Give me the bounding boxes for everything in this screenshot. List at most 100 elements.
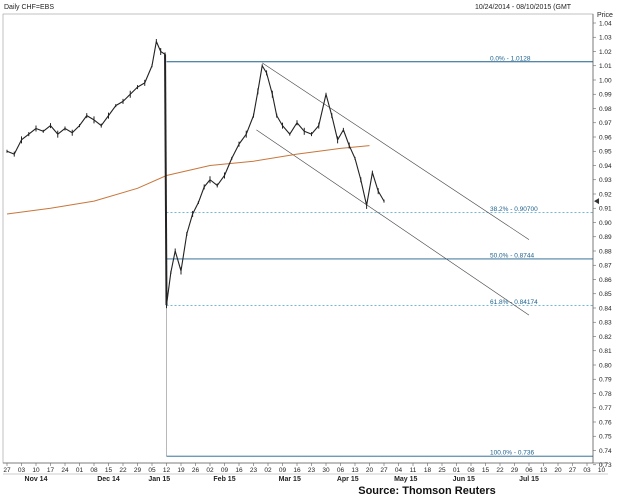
x-tick-label: 15 bbox=[482, 467, 490, 474]
y-tick-label: 1.01 bbox=[599, 63, 612, 70]
fibonacci-label: 38.2% - 0.90700 bbox=[490, 206, 538, 213]
price-segment bbox=[197, 186, 205, 203]
y-tick-label: 0.97 bbox=[599, 120, 612, 127]
y-tick-label: 0.93 bbox=[599, 177, 612, 184]
x-tick-label: 20 bbox=[366, 467, 374, 474]
price-segment bbox=[261, 65, 268, 74]
price-segment bbox=[21, 133, 30, 141]
x-tick-label: 13 bbox=[351, 467, 359, 474]
price-segment bbox=[360, 179, 368, 206]
price-segment bbox=[137, 82, 146, 88]
price-segment bbox=[223, 158, 233, 176]
x-tick-label: 22 bbox=[119, 467, 127, 474]
x-tick-label: 23 bbox=[250, 467, 258, 474]
x-tick-label: 04 bbox=[395, 467, 403, 474]
y-tick-label: 0.95 bbox=[599, 149, 612, 156]
price-segment bbox=[160, 51, 166, 55]
price-segment bbox=[377, 190, 385, 202]
price-segment bbox=[245, 115, 255, 135]
y-tick-label: 0.75 bbox=[599, 434, 612, 441]
source-credit: Source: Thomson Reuters bbox=[358, 485, 496, 497]
plot-frame bbox=[2, 13, 594, 464]
x-tick-label: 06 bbox=[337, 467, 345, 474]
y-tick-label: 0.73 bbox=[599, 462, 612, 469]
y-tick-label: 0.82 bbox=[599, 334, 612, 341]
price-segment bbox=[276, 115, 283, 126]
price-segment bbox=[238, 133, 247, 145]
price-segment bbox=[6, 150, 15, 155]
x-tick-label: 16 bbox=[235, 467, 243, 474]
price-segment bbox=[79, 115, 88, 126]
price-segment bbox=[115, 100, 124, 107]
price-segment bbox=[296, 122, 305, 132]
y-tick-label: 0.85 bbox=[599, 291, 612, 298]
y-tick-label: 0.98 bbox=[599, 106, 612, 113]
y-tick-label: 0.77 bbox=[599, 405, 612, 412]
y-tick-label: 0.89 bbox=[599, 234, 612, 241]
price-segment bbox=[337, 129, 344, 141]
x-tick-label: 24 bbox=[61, 467, 69, 474]
price-segment bbox=[144, 65, 153, 84]
fibonacci-levels: 0.0% - 1.0128 38.2% - 0.90700 50.0% - 0.87… bbox=[166, 55, 593, 457]
y-tick-label: 0.96 bbox=[599, 134, 612, 141]
x-tick-label: 29 bbox=[134, 467, 142, 474]
x-tick-label: 25 bbox=[438, 467, 446, 474]
x-tick-label: 03 bbox=[18, 467, 26, 474]
price-segment bbox=[203, 179, 211, 188]
chart-title: Daily CHF=EBS bbox=[4, 4, 54, 11]
month-label: Jun 15 bbox=[453, 476, 475, 483]
y-tick-label: 0.87 bbox=[599, 263, 612, 270]
price-segment bbox=[209, 179, 218, 186]
price-segment bbox=[271, 94, 278, 116]
x-tick-label: 01 bbox=[453, 467, 461, 474]
fibonacci-label: 50.0% - 0.8744 bbox=[490, 252, 534, 259]
x-tick-label: 20 bbox=[554, 467, 562, 474]
y-tick-label: 0.81 bbox=[599, 348, 612, 355]
date-range: 10/24/2014 - 08/10/2015 (GMT bbox=[475, 4, 572, 11]
price-segment bbox=[354, 158, 362, 180]
fibonacci-label: 61.8% - 0.84174 bbox=[490, 299, 538, 306]
y-tick-label: 0.74 bbox=[599, 448, 612, 455]
x-tick-label: 17 bbox=[47, 467, 55, 474]
y-tick-label: 0.88 bbox=[599, 248, 612, 255]
month-label: Feb 15 bbox=[213, 476, 235, 483]
price-segment bbox=[71, 125, 80, 134]
y-tick-label: 0.80 bbox=[599, 362, 612, 369]
price-segment bbox=[170, 250, 176, 273]
x-tick-label: 30 bbox=[322, 467, 330, 474]
x-tick-label: 06 bbox=[525, 467, 533, 474]
month-label: Dec 14 bbox=[97, 476, 120, 483]
y-tick-label: 0.92 bbox=[599, 191, 612, 198]
price-segment bbox=[231, 143, 240, 159]
y-tick-label: 1.02 bbox=[599, 49, 612, 56]
y-tick-label: 0.90 bbox=[599, 220, 612, 227]
price-segment bbox=[304, 130, 312, 135]
price-segment bbox=[342, 129, 350, 146]
x-tick-label: 19 bbox=[177, 467, 185, 474]
x-tick-label: 10 bbox=[32, 467, 40, 474]
unpeg-drop-bar bbox=[164, 54, 168, 306]
x-tick-label: 11 bbox=[410, 467, 417, 474]
price-segment bbox=[42, 125, 51, 132]
x-tick-label: 15 bbox=[105, 467, 113, 474]
price-segment bbox=[366, 172, 373, 206]
y-tick-label: 0.94 bbox=[599, 163, 612, 170]
price-segment bbox=[257, 65, 263, 92]
price-segment bbox=[186, 213, 194, 235]
x-tick-label: 09 bbox=[221, 467, 229, 474]
price-segment bbox=[13, 139, 22, 155]
moving-average bbox=[6, 145, 370, 215]
price-segment bbox=[155, 41, 162, 52]
price-segment bbox=[371, 172, 379, 192]
month-label: Nov 14 bbox=[25, 476, 48, 483]
x-tick-label: 02 bbox=[264, 467, 272, 474]
price-segment bbox=[266, 72, 273, 95]
price-segment bbox=[151, 41, 157, 66]
price-segment bbox=[311, 125, 320, 135]
price-segment bbox=[325, 94, 333, 116]
x-tick-label: 10 bbox=[598, 467, 606, 474]
x-tick-label: 27 bbox=[380, 467, 388, 474]
x-tick-label: 29 bbox=[511, 467, 519, 474]
x-tick-label: 23 bbox=[308, 467, 316, 474]
